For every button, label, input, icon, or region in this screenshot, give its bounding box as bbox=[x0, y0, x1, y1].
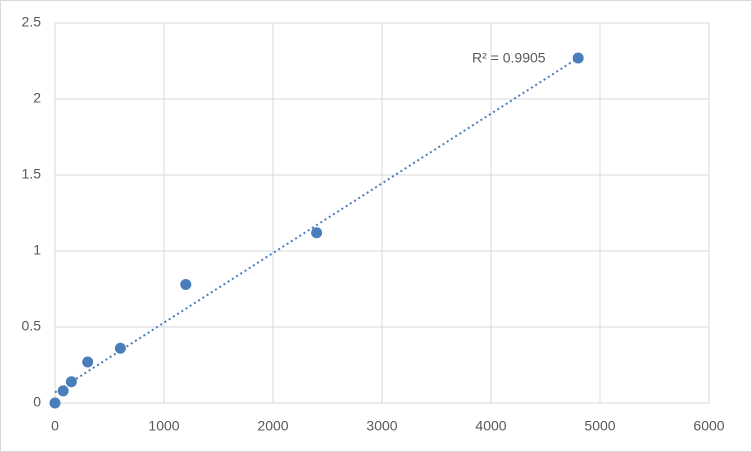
data-point bbox=[180, 278, 192, 290]
x-tick-label: 6000 bbox=[693, 418, 724, 434]
data-point bbox=[49, 397, 61, 409]
y-tick-label: 2 bbox=[33, 90, 41, 106]
x-tick-label: 3000 bbox=[366, 418, 397, 434]
x-tick-label: 0 bbox=[51, 418, 59, 434]
data-point bbox=[82, 356, 94, 368]
y-tick-label: 1.5 bbox=[22, 166, 42, 182]
y-tick-label: 1 bbox=[33, 242, 41, 258]
data-point bbox=[57, 385, 69, 397]
data-point bbox=[311, 227, 323, 239]
data-point bbox=[572, 52, 584, 64]
x-tick-label: 2000 bbox=[257, 418, 288, 434]
trendline bbox=[54, 57, 579, 394]
data-point bbox=[114, 342, 126, 354]
x-tick-label: 5000 bbox=[584, 418, 615, 434]
y-tick-label: 0 bbox=[33, 394, 41, 410]
y-tick-label: 0.5 bbox=[22, 318, 42, 334]
y-tick-label: 2.5 bbox=[22, 14, 42, 30]
annotation: R² = 0.9905 bbox=[472, 50, 546, 66]
x-tick-label: 4000 bbox=[475, 418, 506, 434]
x-tick-label: 1000 bbox=[148, 418, 179, 434]
data-point bbox=[65, 376, 77, 388]
